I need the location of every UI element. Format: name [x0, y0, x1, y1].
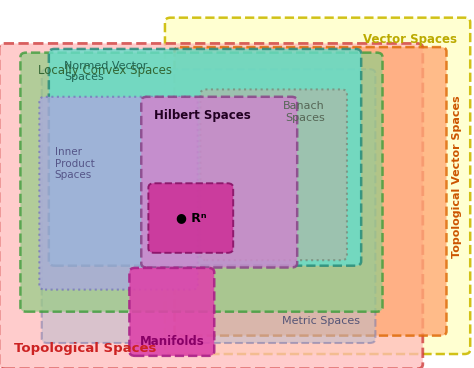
Text: Topological Spaces: Topological Spaces	[14, 342, 156, 355]
FancyBboxPatch shape	[49, 49, 361, 266]
FancyBboxPatch shape	[39, 97, 198, 290]
Text: Normed Vector
Spaces: Normed Vector Spaces	[64, 61, 147, 82]
FancyBboxPatch shape	[148, 183, 233, 253]
Text: Locally Convex Spaces: Locally Convex Spaces	[38, 64, 172, 77]
Text: Inner
Product
Spaces: Inner Product Spaces	[55, 147, 94, 180]
FancyBboxPatch shape	[165, 18, 470, 354]
FancyBboxPatch shape	[174, 47, 447, 336]
FancyBboxPatch shape	[129, 268, 214, 356]
Text: Hilbert Spaces: Hilbert Spaces	[154, 109, 251, 121]
FancyBboxPatch shape	[141, 97, 297, 268]
FancyBboxPatch shape	[201, 89, 347, 260]
Text: Topological Vector Spaces: Topological Vector Spaces	[452, 95, 463, 258]
Text: Metric Spaces: Metric Spaces	[282, 316, 360, 326]
Text: Vector Spaces: Vector Spaces	[364, 33, 457, 46]
FancyBboxPatch shape	[42, 69, 375, 343]
Text: Manifolds: Manifolds	[140, 336, 204, 348]
Text: ● Rⁿ: ● Rⁿ	[176, 210, 206, 224]
Text: Banach
Spaces: Banach Spaces	[283, 101, 325, 123]
FancyBboxPatch shape	[0, 43, 423, 368]
FancyBboxPatch shape	[20, 53, 383, 312]
